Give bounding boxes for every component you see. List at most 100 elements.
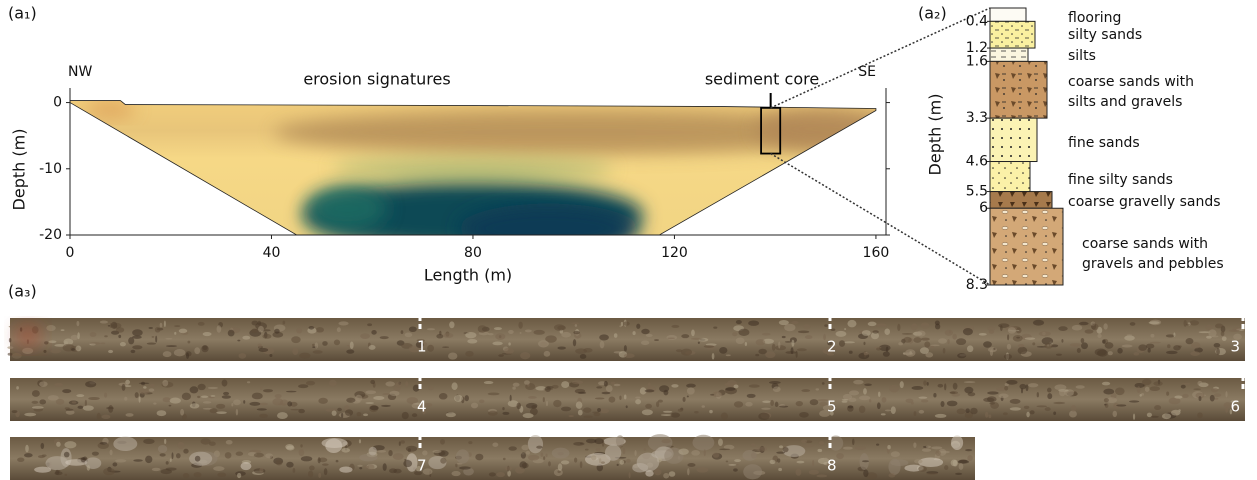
grain: [508, 342, 511, 345]
grain: [645, 470, 653, 476]
grain: [597, 408, 601, 412]
grain: [315, 342, 319, 348]
grain: [683, 397, 686, 402]
grain: [157, 410, 167, 416]
grain: [41, 443, 45, 449]
grain: [1028, 383, 1038, 387]
grain: [104, 335, 108, 337]
grain: [876, 347, 881, 350]
grain: [990, 402, 999, 409]
grain: [1026, 412, 1030, 418]
grain: [345, 409, 353, 416]
grain: [401, 330, 404, 334]
layer-label: gravels and pebbles: [1082, 256, 1224, 272]
grain: [498, 354, 504, 357]
grain: [448, 352, 457, 359]
grain: [165, 338, 172, 340]
layer: [990, 192, 1052, 209]
grain: [791, 347, 794, 354]
grain: [824, 324, 828, 327]
grain: [637, 453, 660, 472]
grain: [576, 401, 583, 408]
grain: [623, 322, 630, 326]
grain: [792, 340, 795, 347]
grain: [1122, 345, 1133, 348]
grain: [1182, 394, 1188, 398]
grain: [849, 390, 859, 395]
layer: [990, 118, 1037, 161]
grain: [1166, 391, 1169, 395]
grain: [1162, 413, 1171, 419]
grain: [360, 333, 370, 339]
grain: [743, 450, 757, 461]
grain: [203, 401, 212, 403]
grain: [578, 392, 586, 394]
grain: [203, 332, 212, 336]
grain: [306, 381, 315, 385]
grain: [109, 450, 112, 456]
x-axis-label: Length (m): [424, 266, 512, 285]
core-photo-panel: (a₃)12345678: [7, 282, 1245, 480]
grain: [1004, 354, 1012, 359]
grain: [239, 353, 247, 359]
depth-tick-label: 5.5: [966, 184, 988, 200]
grain: [92, 452, 99, 456]
grain: [964, 387, 973, 394]
grain: [947, 339, 949, 344]
layer: [990, 61, 1047, 118]
grain: [719, 347, 727, 354]
grain: [313, 350, 323, 354]
resistivity-zone: [85, 101, 135, 117]
layer-label: coarse sands with: [1068, 74, 1194, 90]
grain: [648, 382, 651, 389]
grain: [669, 471, 676, 477]
grain: [76, 321, 79, 326]
grain: [864, 383, 872, 386]
grain: [863, 388, 867, 394]
resistivity-zone: [307, 187, 387, 231]
grain: [201, 396, 208, 398]
x-tick-label: 40: [263, 245, 281, 261]
grain: [951, 435, 963, 450]
grain: [521, 445, 529, 451]
grain: [1081, 338, 1085, 343]
grain: [959, 463, 964, 470]
grain: [775, 345, 786, 350]
grain: [1076, 385, 1085, 389]
annotation: sediment core: [705, 70, 819, 89]
y-tick-label: -20: [39, 227, 62, 243]
core-strip: 78: [10, 434, 975, 480]
grain: [236, 452, 243, 456]
grain: [736, 320, 742, 324]
grain: [523, 413, 534, 418]
grain: [784, 324, 795, 332]
grain: [274, 329, 279, 334]
grain: [989, 330, 994, 334]
grain: [957, 409, 966, 415]
grain: [249, 402, 260, 406]
grain: [492, 342, 502, 346]
grain: [805, 335, 812, 339]
grain: [226, 440, 233, 444]
grain: [125, 413, 133, 417]
zoom-line: [771, 154, 990, 285]
grain: [1117, 348, 1122, 354]
grain: [190, 403, 200, 408]
grain: [475, 454, 483, 461]
grain: [778, 468, 782, 471]
grain: [836, 331, 847, 337]
grain: [217, 472, 226, 477]
grain: [39, 399, 46, 404]
grain: [681, 334, 689, 338]
grain: [1092, 324, 1099, 331]
grain: [748, 321, 759, 326]
grain: [799, 412, 809, 418]
grain: [696, 467, 708, 472]
grain: [32, 390, 40, 397]
grain: [911, 402, 914, 405]
grain: [599, 409, 609, 414]
grain: [286, 391, 297, 393]
grain: [745, 402, 752, 407]
grain: [524, 380, 530, 385]
grain: [263, 389, 273, 392]
